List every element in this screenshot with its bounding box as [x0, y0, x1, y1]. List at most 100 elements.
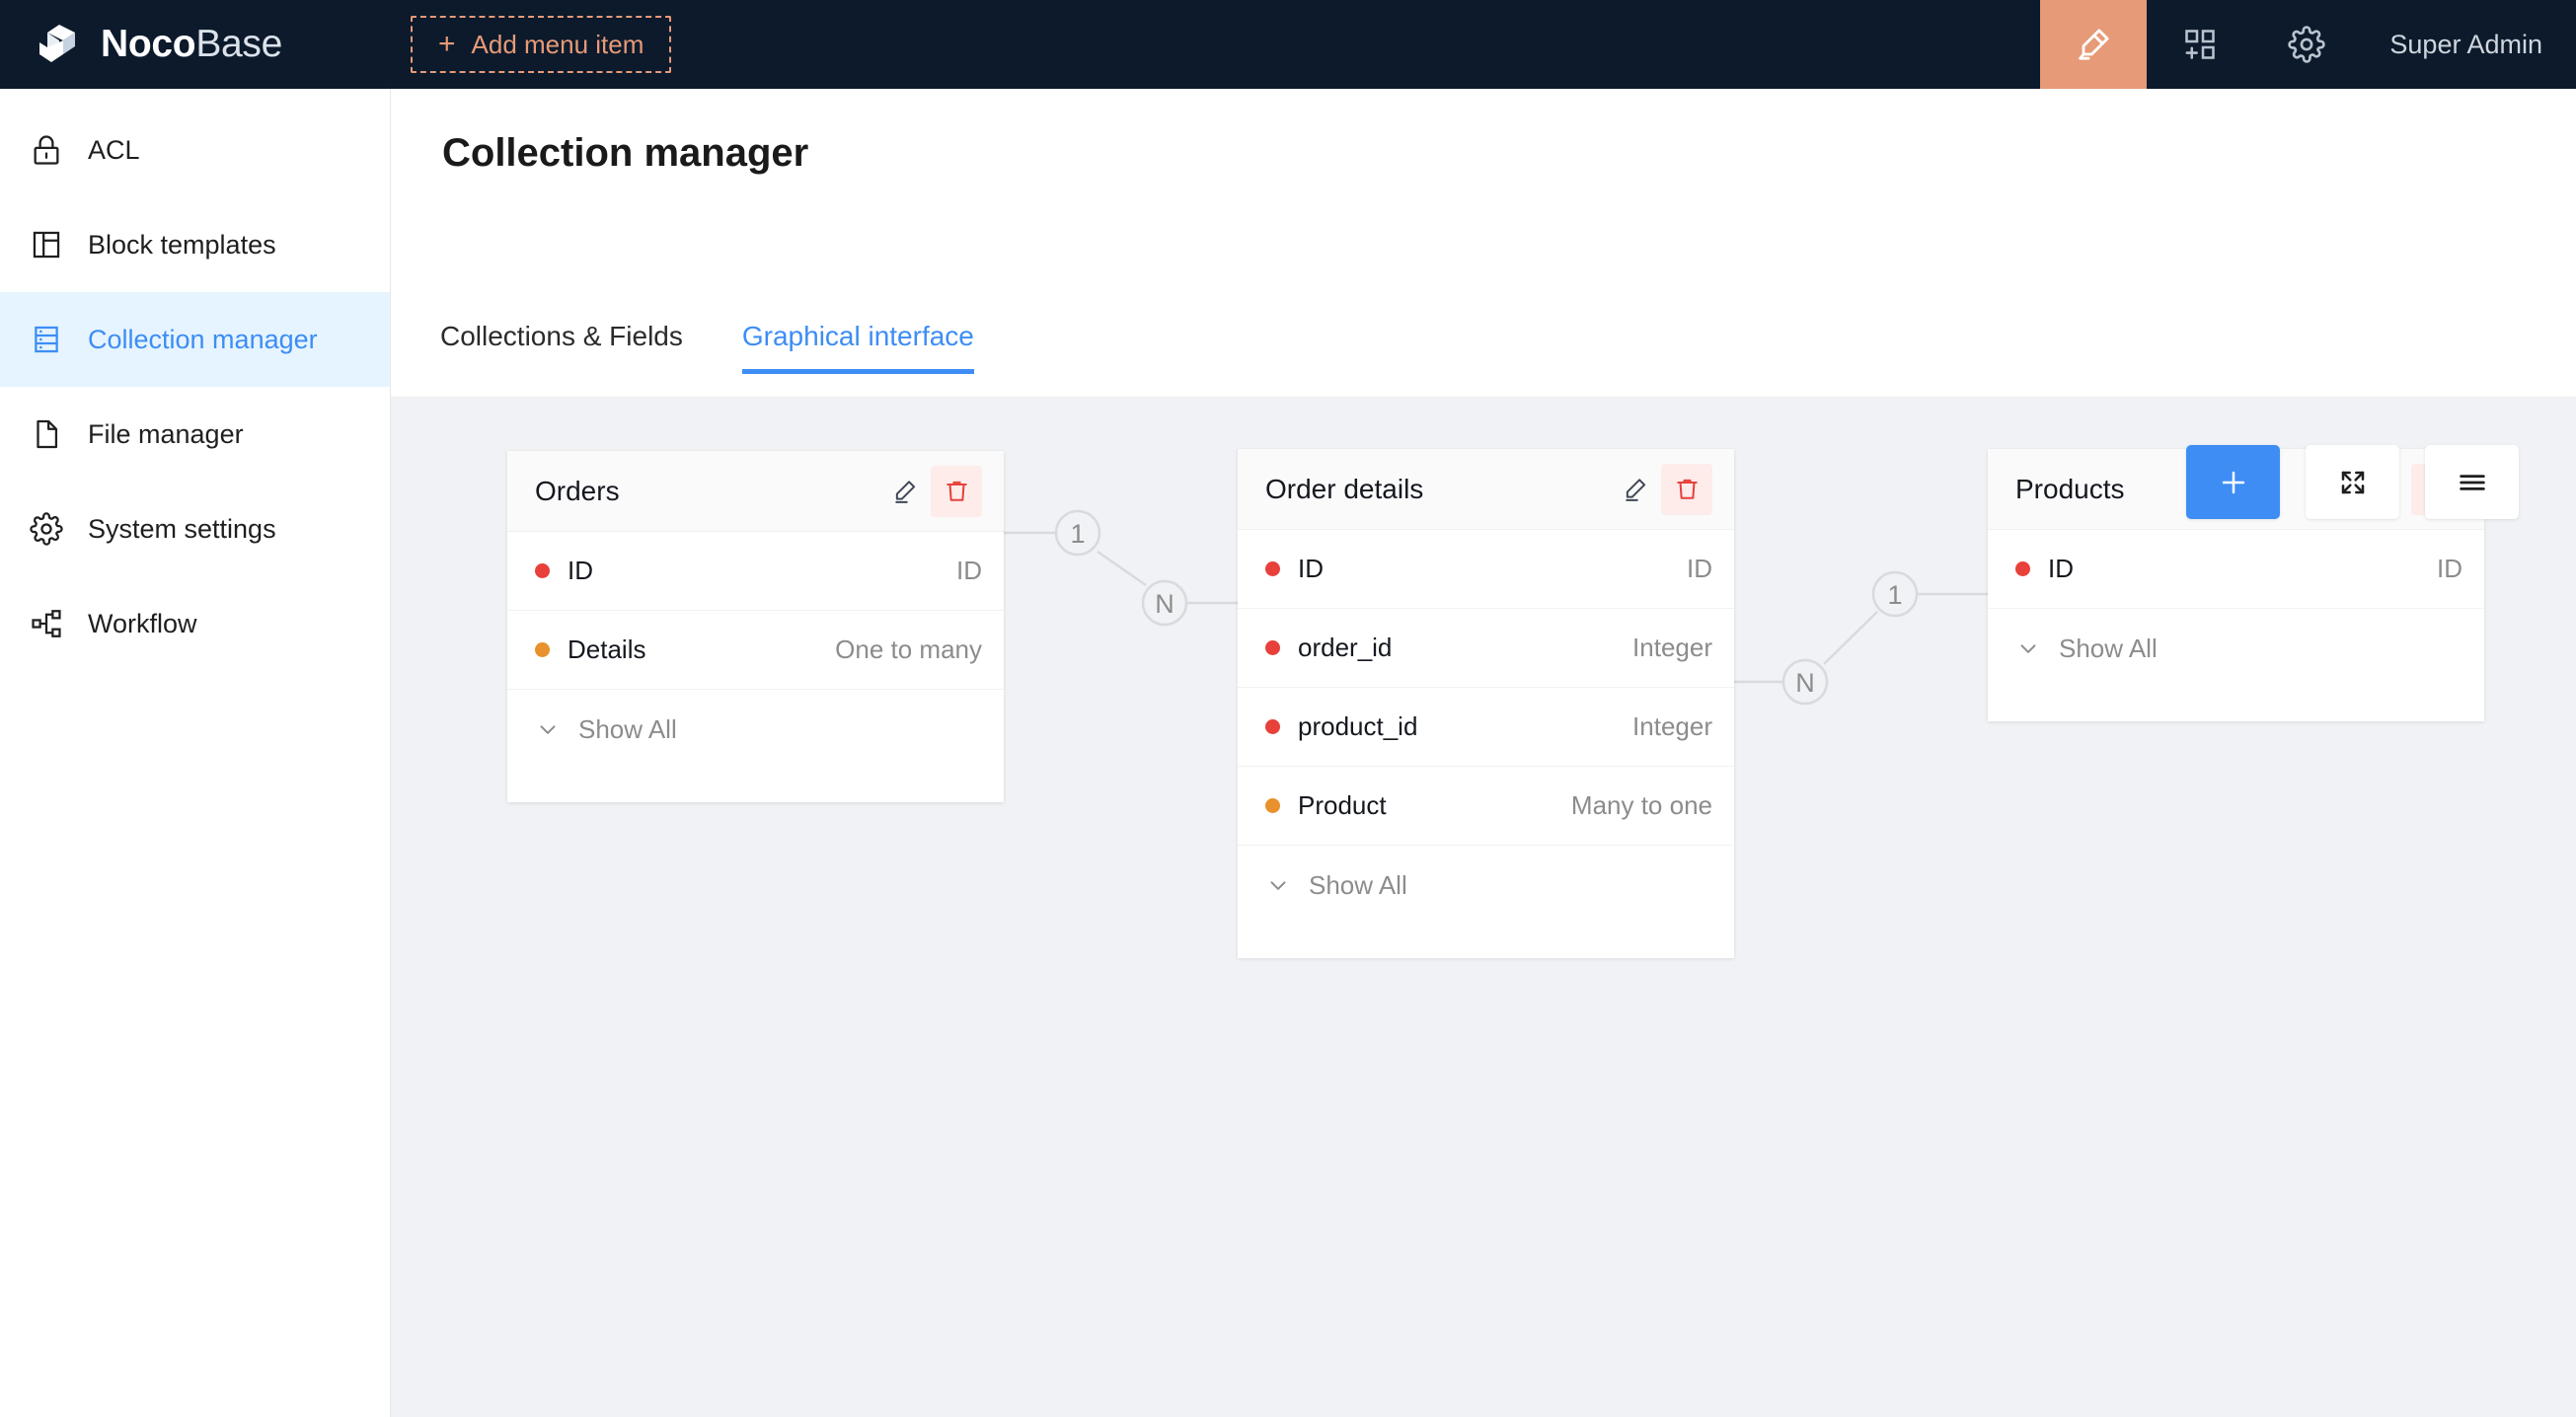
fullscreen-button[interactable] [2306, 445, 2399, 519]
add-menu-item-label: Add menu item [471, 29, 644, 59]
field-key-dot [1265, 640, 1280, 655]
show-all-label: Show All [578, 713, 677, 744]
database-table-icon [35, 326, 58, 353]
relation-edges: 1 N N 1 [1004, 509, 1988, 706]
edge-segment [1823, 611, 1878, 665]
plus-icon: + [438, 28, 456, 60]
show-all-label: Show All [2059, 633, 2158, 663]
collection-card-header: Orders [507, 451, 1004, 532]
chevron-down-icon [2020, 644, 2036, 653]
user-menu[interactable]: Super Admin [2360, 0, 2576, 89]
gear-icon [30, 512, 63, 546]
card-bottom-padding [1238, 925, 1734, 958]
field-row[interactable]: ID ID [1238, 530, 1734, 609]
field-name: ID [1298, 554, 1324, 583]
field-relation-dot [535, 642, 550, 657]
sidebar-item-block-templates[interactable]: Block templates [0, 197, 390, 292]
tab-graphical-interface[interactable]: Graphical interface [741, 321, 974, 374]
settings-button[interactable] [2253, 0, 2360, 89]
field-type: ID [1687, 554, 1712, 583]
nocobase-cube-logo-icon [39, 25, 75, 62]
cardinality-marker [1781, 658, 1829, 706]
field-row[interactable]: Details One to many [507, 611, 1004, 690]
field-name: ID [2048, 554, 2074, 583]
layout-panel-icon [33, 231, 60, 259]
sidebar-item-collection-manager[interactable]: Collection manager [0, 292, 390, 387]
sidebar-item-workflow[interactable]: Workflow [0, 576, 390, 671]
tab-collections-and-fields[interactable]: Collections & Fields [440, 321, 683, 351]
add-block-grid-icon [2185, 30, 2216, 59]
cardinality-label: 1 [1070, 519, 1085, 549]
field-name: ID [568, 556, 593, 585]
er-diagram-canvas[interactable]: 1 N N 1 Orders [391, 398, 2576, 1417]
canvas-toolbar [2186, 445, 2519, 519]
field-key-dot [2015, 561, 2030, 576]
main-content: Collection manager Collections & Fields … [391, 89, 2576, 1417]
field-row[interactable]: Product Many to one [1238, 767, 1734, 846]
username-label: Super Admin [2389, 29, 2542, 59]
add-menu-item-button[interactable]: + Add menu item [411, 16, 672, 73]
pencil-edit-icon [895, 480, 916, 503]
sidebar-item-file-manager[interactable]: File manager [0, 387, 390, 482]
menu-button[interactable] [2425, 445, 2519, 519]
logo-text: NocoBase [101, 23, 282, 66]
sidebar-item-label: System settings [88, 513, 276, 544]
tab-bar: Collections & Fields Graphical interface [440, 321, 974, 374]
collection-card-orders[interactable]: Orders [507, 451, 1004, 802]
file-icon [37, 419, 58, 449]
page-title: Collection manager [442, 131, 809, 175]
lock-icon [34, 135, 59, 165]
expand-arrows-icon [2341, 471, 2364, 493]
tabs-divider [391, 397, 2576, 398]
cardinality-label: 1 [1887, 580, 1902, 610]
sidebar-item-label: Block templates [88, 229, 276, 260]
show-all-toggle[interactable]: Show All [1238, 846, 1734, 925]
edit-collection-button[interactable] [879, 466, 931, 517]
collection-card-header: Order details [1238, 449, 1734, 530]
field-row[interactable]: ID ID [507, 532, 1004, 611]
plus-icon [2222, 471, 2244, 493]
workflow-nodes-icon [32, 610, 61, 637]
trash-delete-icon [946, 481, 967, 501]
sidebar-item-label: File manager [88, 418, 244, 449]
field-key-dot [1265, 561, 1280, 576]
show-all-toggle[interactable]: Show All [1988, 609, 2484, 688]
sidebar-item-acl[interactable]: ACL [0, 103, 390, 197]
delete-collection-button[interactable] [931, 465, 982, 517]
cardinality-label: N [1155, 589, 1174, 619]
field-name: product_id [1298, 711, 1418, 741]
field-name: Product [1298, 790, 1387, 820]
field-name: order_id [1298, 633, 1393, 662]
field-row[interactable]: order_id Integer [1238, 609, 1734, 688]
chevron-down-icon [1270, 881, 1286, 890]
field-key-dot [535, 563, 550, 578]
chevron-down-icon [540, 725, 556, 734]
gear-icon [2288, 26, 2326, 63]
field-name: Details [568, 634, 646, 664]
sidebar-item-label: Collection manager [88, 324, 318, 354]
field-row[interactable]: ID ID [1988, 530, 2484, 609]
delete-collection-button[interactable] [1661, 463, 1712, 515]
trash-delete-icon [1676, 479, 1698, 499]
sidebar-item-system-settings[interactable]: System settings [0, 482, 390, 576]
edit-collection-button[interactable] [1610, 464, 1661, 515]
field-type: ID [2437, 554, 2462, 583]
show-all-toggle[interactable]: Show All [507, 690, 1004, 769]
show-all-label: Show All [1309, 869, 1407, 900]
field-type: ID [956, 556, 982, 585]
field-row[interactable]: product_id Integer [1238, 688, 1734, 767]
cardinality-marker [1871, 570, 1919, 618]
logo-text-bold: Noco [101, 23, 196, 65]
cardinality-marker [1141, 579, 1188, 627]
add-block-button[interactable] [2147, 0, 2253, 89]
collection-title: Order details [1265, 473, 1424, 504]
highlighter-button[interactable] [2040, 0, 2148, 89]
card-bottom-padding [507, 769, 1004, 802]
field-relation-dot [1265, 798, 1280, 813]
card-bottom-padding [1988, 688, 2484, 721]
highlighter-icon [2079, 29, 2109, 60]
collection-card-order-details[interactable]: Order details [1238, 449, 1734, 958]
add-collection-button[interactable] [2186, 445, 2280, 519]
app-logo[interactable]: NocoBase [0, 0, 391, 89]
